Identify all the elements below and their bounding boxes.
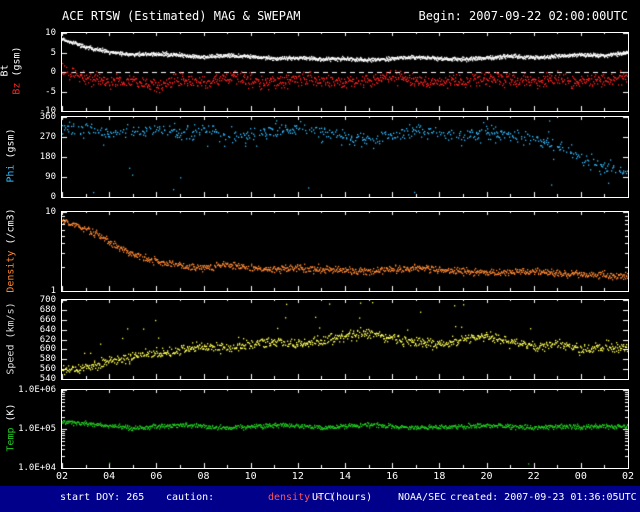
speed-panel bbox=[61, 299, 629, 380]
speed-axis-label: Speed (km/s) bbox=[6, 288, 17, 388]
speed-y-tick-label: 680 bbox=[39, 304, 56, 315]
density-panel bbox=[61, 211, 629, 292]
footer-bar: start DOY: 265 caution: density < 1 UTC(… bbox=[0, 486, 640, 512]
phi-y-tick-label: 360 bbox=[39, 112, 56, 122]
speed-y-tick-label: 580 bbox=[39, 354, 56, 365]
temp-axis-label-part: (K) bbox=[5, 403, 17, 428]
density-axis-label-part: Density bbox=[5, 250, 17, 293]
created-timestamp: created: 2007-09-23 01:36:05UTC bbox=[450, 492, 637, 503]
xaxis-title: UTC(hours) bbox=[312, 492, 373, 503]
phi-panel bbox=[61, 116, 629, 198]
speed-y-tick-label: 640 bbox=[39, 324, 56, 335]
density-axis-label: Density (/cm3) bbox=[6, 200, 17, 300]
phi-y-tick-label: 270 bbox=[39, 132, 56, 142]
speed-y-tick-label: 600 bbox=[39, 344, 56, 355]
x-tick-label: 10 bbox=[244, 471, 257, 482]
mag-axis-label-part: Bt bbox=[0, 64, 11, 77]
phi-axis-label-part: (gsm) bbox=[5, 128, 17, 165]
density-y-tick-label: 10 bbox=[45, 207, 56, 217]
caution-label: caution: bbox=[166, 492, 215, 503]
temp-axis-label: Temp (K) bbox=[6, 378, 17, 478]
x-tick-label: 00 bbox=[574, 471, 587, 482]
speed-axis-label-part: Speed bbox=[5, 344, 17, 375]
caution-value: density < 1 bbox=[268, 492, 335, 503]
speed-y-tick-label: 540 bbox=[39, 374, 56, 384]
mag-panel bbox=[61, 32, 629, 112]
temp-y-tick-label: 1.0E+04 bbox=[18, 463, 56, 473]
mag-y-tick-label: 0 bbox=[50, 67, 56, 77]
speed-y-tick-label: 560 bbox=[39, 364, 56, 375]
speed-y-tick-label: 620 bbox=[39, 334, 56, 345]
phi-y-tick-label: 180 bbox=[39, 152, 56, 162]
mag-axis-label-part: (gsm) bbox=[11, 46, 23, 83]
x-tick-label: 22 bbox=[527, 471, 540, 482]
agency-label: NOAA/SEC bbox=[398, 492, 447, 503]
x-tick-label: 02 bbox=[55, 471, 69, 482]
mag-y-tick-label: 5 bbox=[50, 47, 56, 58]
mag-y-tick-label: -5 bbox=[45, 86, 56, 97]
phi-y-tick-label: 90 bbox=[45, 172, 56, 182]
x-tick-label: 20 bbox=[480, 471, 493, 482]
phi-panel-canvas bbox=[62, 117, 628, 197]
density-y-tick-label: 1 bbox=[50, 286, 56, 296]
density-axis-label-part: (/cm3) bbox=[5, 207, 17, 250]
x-tick-label: 04 bbox=[103, 471, 116, 482]
x-tick-label: 02 bbox=[621, 471, 635, 482]
temp-panel bbox=[61, 389, 629, 469]
speed-y-tick-label: 660 bbox=[39, 314, 56, 325]
x-tick-label: 12 bbox=[291, 471, 304, 482]
temp-y-tick-label: 1.0E+06 bbox=[18, 385, 56, 395]
phi-axis-label-part: Phi bbox=[5, 164, 17, 183]
speed-panel-canvas bbox=[62, 300, 628, 379]
start-doy-label: start DOY: 265 bbox=[60, 492, 145, 503]
x-tick-label: 06 bbox=[150, 471, 163, 482]
speed-axis-label-part: (km/s) bbox=[5, 301, 17, 345]
x-tick-label: 16 bbox=[386, 471, 399, 482]
mag-y-tick-label: -10 bbox=[39, 106, 56, 116]
x-tick-label: 08 bbox=[197, 471, 210, 482]
temp-panel-canvas bbox=[62, 390, 628, 468]
phi-y-tick-label: 0 bbox=[50, 192, 56, 202]
x-tick-label: 14 bbox=[338, 471, 352, 482]
temp-y-tick-label: 1.0E+05 bbox=[18, 424, 56, 434]
x-tick-label: 18 bbox=[433, 471, 446, 482]
begin-timestamp: Begin: 2007-09-22 02:00:00UTC bbox=[418, 9, 628, 23]
plot-title: ACE RTSW (Estimated) MAG & SWEPAM bbox=[62, 9, 301, 23]
mag-panel-canvas bbox=[62, 33, 628, 111]
speed-y-tick-label: 700 bbox=[39, 295, 56, 305]
mag-y-tick-label: 10 bbox=[45, 28, 56, 38]
mag-axis-label-part: Bz bbox=[11, 82, 23, 95]
phi-axis-label: Phi (gsm) bbox=[6, 106, 17, 206]
temp-axis-label-part: Temp bbox=[5, 427, 17, 452]
density-panel-canvas bbox=[62, 212, 628, 291]
